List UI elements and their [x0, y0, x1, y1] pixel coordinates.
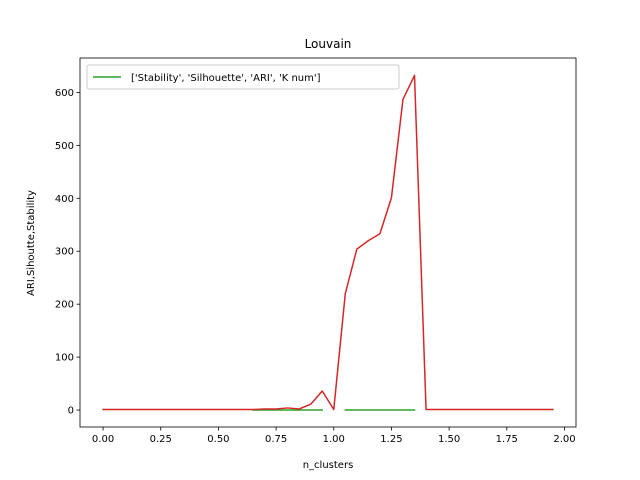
x-tick-label: 1.50 [438, 434, 460, 445]
legend: ['Stability', 'Silhouette', 'ARI', 'K nu… [86, 64, 400, 90]
x-tick-label: 0.50 [207, 434, 229, 445]
x-tick-label: 1.75 [496, 434, 518, 445]
x-tick-label: 1.25 [380, 434, 402, 445]
y-axis-ticks: 0 100 200 300 400 500 600 [55, 88, 80, 417]
x-axis-ticks: 0.00 0.25 0.50 0.75 1.00 1.25 1.50 1.75 2.00 [92, 427, 576, 445]
x-tick-label: 0.75 [265, 434, 287, 445]
y-axis-label: ARI,Sihoutte,Stability [26, 190, 37, 296]
x-axis-label: n_clusters [303, 460, 354, 471]
x-tick-label: 0.25 [150, 434, 172, 445]
y-tick-label: 300 [55, 247, 74, 258]
legend-label: ['Stability', 'Silhouette', 'ARI', 'K nu… [131, 73, 321, 84]
y-tick-label: 600 [55, 88, 74, 99]
x-tick-label: 0.00 [92, 434, 114, 445]
y-tick-label: 500 [55, 141, 74, 152]
x-tick-label: 2.00 [553, 434, 575, 445]
y-tick-label: 200 [55, 300, 74, 311]
y-tick-label: 0 [68, 406, 74, 417]
x-tick-label: 1.00 [323, 434, 345, 445]
plot-lines [102, 74, 554, 411]
axes-frame [79, 57, 577, 428]
legend-box [86, 64, 400, 90]
y-tick-label: 100 [55, 353, 74, 364]
series-1-line-0 [102, 74, 554, 411]
y-tick-label: 400 [55, 194, 74, 205]
chart-title: Louvain [305, 37, 352, 51]
